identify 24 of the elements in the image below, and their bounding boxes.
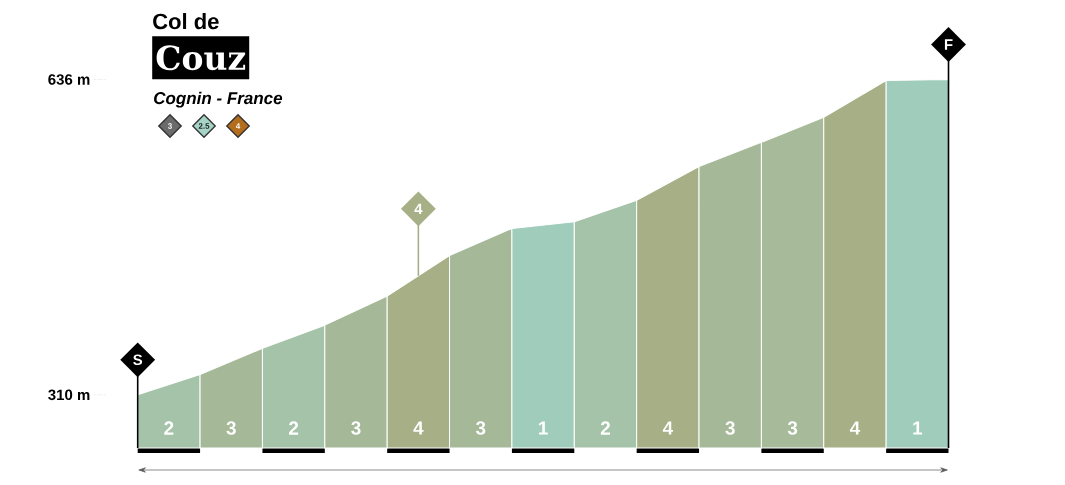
y-tick-label: 636 m — [48, 74, 90, 85]
text: Cognin - France — [154, 91, 283, 108]
annotation: S — [133, 354, 143, 366]
text: Col de — [153, 13, 219, 30]
annotation: 2.5 — [198, 123, 210, 129]
annotation: 3 — [167, 123, 172, 129]
annotation: F — [944, 39, 953, 50]
series-label: 1 — [913, 421, 923, 435]
series-label: 2 — [289, 421, 299, 435]
series-label: 4 — [662, 421, 674, 435]
series-label: 4 — [413, 421, 424, 435]
annotation: 4 — [414, 203, 423, 214]
series-label: 4 — [849, 421, 861, 435]
chart-title: Couz — [156, 45, 246, 71]
series-label: 2 — [600, 421, 610, 435]
series-label: 2 — [164, 421, 174, 435]
series-label: 3 — [475, 421, 486, 435]
annotation: 4 — [235, 123, 241, 129]
series-label: 3 — [787, 421, 798, 435]
series-label: 3 — [725, 421, 735, 435]
series-label: 1 — [539, 421, 548, 435]
series-label: 3 — [351, 421, 361, 435]
series-label: 3 — [226, 421, 236, 435]
y-tick-label: 310 m — [48, 389, 90, 401]
